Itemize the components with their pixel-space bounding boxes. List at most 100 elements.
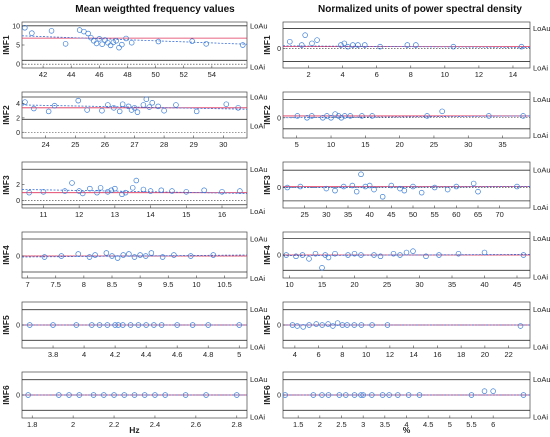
imf3-right-ytick-label: 0 bbox=[277, 185, 281, 192]
imf4-right-point bbox=[403, 249, 410, 256]
imf1-right-point bbox=[309, 40, 315, 47]
imf2-right-point bbox=[359, 113, 365, 119]
imf4-left-ytick-label: 0 bbox=[16, 254, 20, 261]
imf1-right-point bbox=[404, 42, 411, 48]
imf3-right-point bbox=[475, 188, 481, 195]
imf6-right-ylabel: IMF6 bbox=[262, 385, 272, 405]
imf2-left-point bbox=[105, 102, 111, 108]
imf6-left-point bbox=[66, 392, 72, 398]
imf1-left-point bbox=[48, 28, 55, 34]
imf5-left-xtick-label: 3.8 bbox=[48, 350, 58, 359]
imf2-right-loai-label: LoAi bbox=[533, 131, 548, 140]
imf2-left-point bbox=[99, 107, 105, 114]
imf3-right-point bbox=[297, 183, 304, 190]
imf2-left-point bbox=[146, 104, 153, 110]
imf2-left-point bbox=[111, 105, 117, 111]
imf6-left-ytick-label: 0 bbox=[16, 393, 20, 400]
imf1-left-point bbox=[203, 41, 209, 47]
imf6-left-xtick-label: 2.2 bbox=[109, 420, 119, 429]
imf4-right-point bbox=[410, 248, 416, 254]
imf5-right-ylabel: IMF5 bbox=[262, 315, 272, 335]
imf4-right-xtick-label: 40 bbox=[480, 280, 488, 289]
imf2-left-point bbox=[134, 109, 141, 115]
imf2-left-ytick-label: 4 bbox=[16, 101, 20, 108]
imf5-left-point bbox=[73, 322, 80, 328]
imf2-left-point bbox=[51, 102, 58, 109]
imf2-right-point bbox=[424, 113, 430, 119]
imf6-left-point bbox=[111, 392, 117, 398]
imf2-right-xtick-label: 35 bbox=[498, 140, 506, 149]
imf4-right-xtick-label: 30 bbox=[415, 280, 423, 289]
imf6-right-xtick-label: 5.5 bbox=[466, 420, 476, 429]
imf2-right-point bbox=[342, 113, 348, 119]
imf6-right-point bbox=[468, 392, 475, 398]
imf5-left-point bbox=[89, 322, 95, 328]
imf3-right-point bbox=[366, 182, 373, 189]
imf1-right-point bbox=[314, 37, 320, 43]
imf5-right-point bbox=[306, 322, 312, 328]
imf4-right-point bbox=[423, 253, 429, 260]
imf2-right-point bbox=[369, 113, 375, 119]
imf5-left-point bbox=[104, 322, 111, 328]
imf6-right-point bbox=[520, 392, 527, 398]
imf4-right-point bbox=[351, 250, 358, 257]
imf4-left-trend-line bbox=[21, 254, 248, 258]
imf5-right-loai-label: LoAi bbox=[533, 342, 548, 351]
imf1-left-point bbox=[119, 41, 125, 48]
imf1-left-loau-label: LoAu bbox=[250, 21, 268, 30]
imf1-left-point bbox=[110, 39, 117, 46]
imf6-left-ylabel: IMF6 bbox=[1, 385, 11, 405]
imf4-left-xtick-label: 9.5 bbox=[163, 280, 173, 289]
left-xlabel: Hz bbox=[129, 425, 139, 435]
imf1-right-loau-label: LoAu bbox=[533, 24, 550, 33]
imf2-left-point bbox=[161, 107, 167, 114]
imf3-right-trend-line bbox=[282, 186, 531, 188]
imf5-left-point bbox=[236, 322, 242, 328]
imf5-right-point bbox=[294, 323, 301, 329]
imf4-right-point bbox=[299, 252, 306, 258]
imf5-right-point bbox=[369, 322, 375, 328]
imf3-right-point bbox=[397, 185, 403, 192]
imf6-right-point bbox=[319, 392, 325, 398]
imf1-right-point bbox=[344, 43, 351, 50]
imf4-left-point bbox=[58, 253, 65, 259]
imf6-left-point bbox=[56, 392, 62, 398]
imf4-left-point bbox=[143, 253, 149, 259]
imf2-left-frame bbox=[21, 91, 248, 139]
imf5-right-point bbox=[325, 321, 331, 327]
imf3-left-xtick-label: 11 bbox=[40, 210, 48, 219]
imf5-right-xtick-label: 22 bbox=[504, 350, 512, 359]
imf3-left-point bbox=[140, 186, 147, 193]
imf1-right-point bbox=[362, 42, 368, 48]
imf5-left-point bbox=[127, 322, 134, 328]
imf3-right-point bbox=[514, 183, 520, 190]
imf2-right-point bbox=[439, 108, 445, 115]
imf1-right-point bbox=[287, 38, 293, 45]
imf1-right-frame bbox=[282, 21, 531, 69]
imf4-right-point bbox=[436, 252, 442, 258]
imf4-left-point bbox=[109, 253, 115, 259]
imf5-left-point bbox=[151, 322, 157, 328]
imf2-left-ytick-label: 2 bbox=[16, 115, 20, 122]
imf3-left-point bbox=[183, 189, 190, 195]
imf6-right-point bbox=[490, 388, 496, 394]
imf4-right-xtick-label: 35 bbox=[448, 280, 456, 289]
imf4-right-point bbox=[306, 256, 312, 262]
imf2-right-ylabel: IMF2 bbox=[262, 105, 272, 125]
imf3-left-ytick-label: 0 bbox=[16, 198, 20, 205]
imf6-right-point bbox=[369, 392, 375, 398]
left-column-title: Mean weigthted frequency values bbox=[75, 4, 235, 15]
imf2-right-point bbox=[486, 113, 492, 119]
imf2-left-xtick-label: 29 bbox=[190, 140, 198, 149]
imf2-left-ylabel: IMF2 bbox=[1, 105, 11, 125]
imf2-right-xtick-label: 5 bbox=[295, 140, 299, 149]
imf2-right-xtick-label: 30 bbox=[464, 140, 472, 149]
imf5-right-point bbox=[313, 321, 320, 327]
imf4-right-xtick-label: 10 bbox=[285, 280, 293, 289]
imf5-left-loau-label: LoAu bbox=[250, 305, 268, 314]
imf1-left-point bbox=[96, 36, 103, 42]
right-column-title: Normalized units of power spectral densi… bbox=[318, 4, 522, 15]
imf6-right-point bbox=[405, 392, 412, 398]
imf1-left-point bbox=[189, 38, 195, 44]
